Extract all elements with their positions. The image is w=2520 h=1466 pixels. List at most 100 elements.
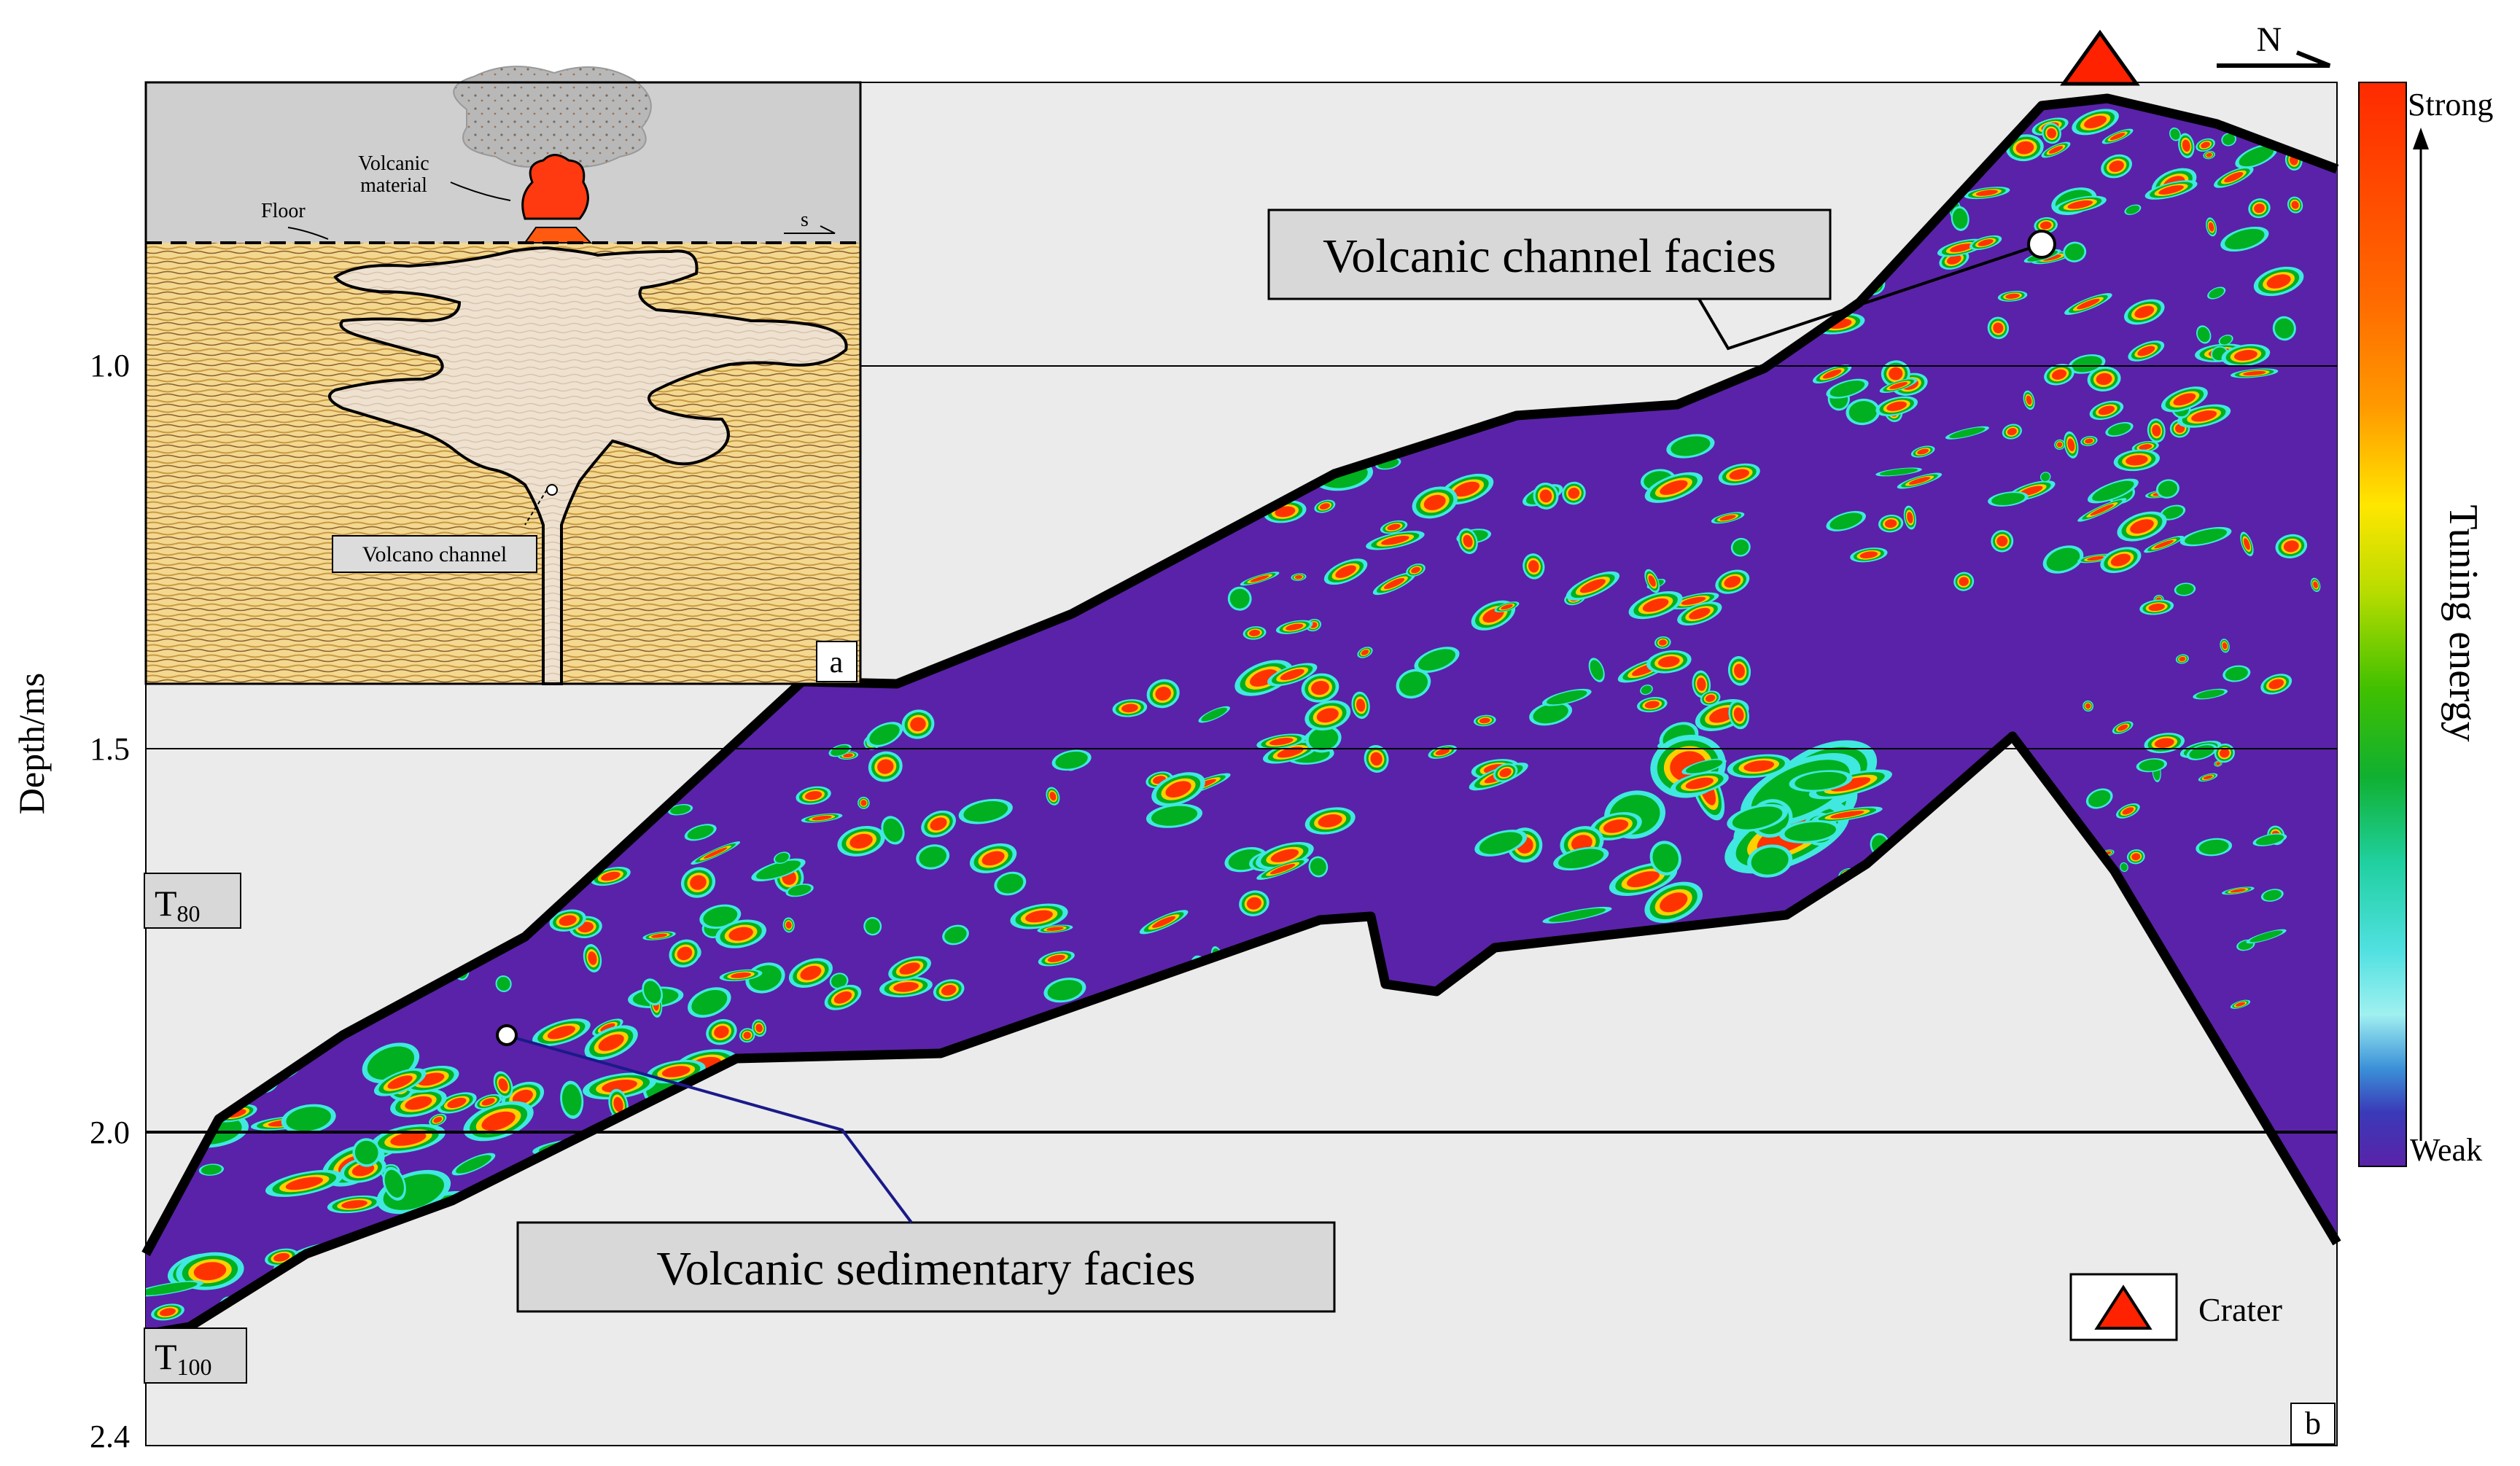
- energy-blob-layer: [1658, 639, 1667, 646]
- energy-blob-layer: [601, 871, 621, 881]
- energy-blob: [879, 976, 933, 998]
- upper-boundary: [141, 93, 2339, 1257]
- energy-blob-layer: [1361, 650, 1369, 655]
- energy-blob: [1730, 537, 1751, 557]
- energy-blob: [1304, 807, 1356, 835]
- energy-blob-layer: [2242, 370, 2266, 376]
- energy-blob: [532, 1018, 591, 1047]
- energy-blob: [1051, 749, 1092, 771]
- energy-blob: [2287, 196, 2303, 214]
- energy-blob: [2275, 534, 2308, 558]
- energy-blob: [785, 884, 814, 897]
- energy-blob: [1412, 486, 1458, 519]
- energy-blob: [1314, 499, 1336, 513]
- energy-blob-layer: [2139, 759, 2165, 771]
- energy-blob-layer: [2203, 775, 2213, 780]
- energy-blob: [739, 1028, 755, 1043]
- volcano-channel-label: Volcano channel: [362, 542, 508, 566]
- north-arrow: N: [2217, 20, 2331, 68]
- energy-blob: [1590, 812, 1642, 841]
- energy-blob-layer: [728, 927, 753, 941]
- energy-blob-layer: [1370, 752, 1382, 766]
- energy-blob: [1812, 806, 1883, 823]
- energy-blob: [2144, 535, 2185, 553]
- energy-blob: [1700, 690, 1721, 706]
- tick-2-0: 2.0: [90, 1115, 130, 1150]
- energy-blob-layer: [1356, 698, 1366, 712]
- energy-blob: [1010, 903, 1068, 929]
- energy-blob: [474, 1093, 502, 1110]
- energy-blob-layer: [1996, 535, 2008, 547]
- energy-blob: [437, 1092, 477, 1114]
- energy-blob-layer: [2158, 480, 2178, 497]
- t100-label: T100: [155, 1336, 212, 1380]
- energy-blob-layer: [941, 985, 957, 996]
- energy-blob-layer: [651, 933, 668, 938]
- energy-blob-layer: [2291, 200, 2299, 209]
- energy-blob: [2240, 531, 2254, 557]
- energy-blob-layer: [2162, 506, 2184, 519]
- energy-blob: [151, 1303, 184, 1321]
- energy-blob: [2039, 472, 2051, 483]
- energy-blob: [493, 1071, 513, 1099]
- energy-blob-layer: [1418, 649, 1455, 671]
- energy-blob: [1323, 558, 1368, 585]
- energy-blob: [2169, 127, 2181, 141]
- energy-blob: [1649, 841, 1681, 876]
- energy-blob: [642, 931, 676, 940]
- energy-blob: [942, 924, 969, 946]
- energy-blob-layer: [910, 717, 926, 732]
- energy-blob-layer: [1644, 701, 1660, 709]
- energy-blob-layer: [2046, 547, 2080, 572]
- energy-blob-layer: [1829, 512, 1863, 530]
- energy-blob: [1881, 360, 1910, 387]
- energy-blob: [868, 751, 903, 782]
- energy-blob: [2260, 674, 2292, 695]
- volcanic-material-arrow: [450, 182, 511, 201]
- energy-blob: [706, 1018, 737, 1045]
- energy-blob-layer: [498, 1078, 508, 1091]
- energy-blob: [1964, 187, 2010, 200]
- energy-blob-layer: [1822, 369, 1842, 379]
- energy-blob: [1267, 663, 1318, 687]
- energy-blob: [1406, 564, 1426, 577]
- energy-blob: [1727, 754, 1791, 779]
- energy-blob-layer: [1886, 401, 1908, 411]
- energy-blob: [1529, 701, 1573, 726]
- energy-blob-layer: [405, 1096, 432, 1110]
- energy-blob-layer: [2110, 553, 2131, 566]
- volcanic-material-label-line1: Volcanic: [358, 152, 429, 175]
- energy-blob-layer: [1248, 629, 1261, 636]
- panel-letter-b: b: [2305, 1405, 2321, 1441]
- energy-blob: [2080, 436, 2098, 446]
- colorbar-gradient: [2358, 82, 2407, 1167]
- energy-blob: [2175, 654, 2189, 664]
- energy-blob-layer: [1603, 819, 1629, 833]
- energy-blob: [2100, 547, 2142, 574]
- panel-letter-b-box: [2290, 1403, 2336, 1445]
- energy-blob: [916, 844, 950, 870]
- energy-blob: [2126, 849, 2145, 865]
- energy-blob: [933, 979, 965, 1002]
- energy-blob-layer: [930, 817, 947, 831]
- t80-label: T80: [155, 883, 201, 927]
- energy-blob-layer: [561, 1084, 582, 1116]
- energy-blob: [801, 813, 843, 823]
- energy-blob: [1997, 290, 2028, 302]
- energy-blob: [1969, 235, 2002, 250]
- energy-blob: [1666, 434, 1715, 459]
- energy-blob-layer: [2179, 656, 2186, 662]
- energy-blob-layer: [1046, 927, 1064, 931]
- channel-facies-leader: [1698, 243, 2042, 351]
- energy-blob-layer: [2122, 807, 2134, 815]
- energy-blob-layer: [1229, 588, 1250, 609]
- energy-blob: [824, 984, 862, 1010]
- energy-blob-layer: [598, 1034, 624, 1051]
- energy-blob-layer: [1784, 822, 1836, 841]
- energy-blob: [1903, 505, 1917, 530]
- energy-blob: [1987, 316, 2010, 340]
- energy-blob: [1256, 733, 1307, 749]
- energy-blob: [1728, 699, 1749, 730]
- energy-blob-layer: [1732, 806, 1783, 830]
- energy-blob: [782, 917, 795, 933]
